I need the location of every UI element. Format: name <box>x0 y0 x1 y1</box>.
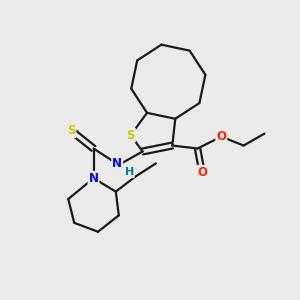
Text: H: H <box>124 167 134 177</box>
Text: O: O <box>197 166 207 179</box>
Text: S: S <box>67 124 76 137</box>
Text: N: N <box>88 172 98 185</box>
Text: N: N <box>112 157 122 170</box>
Text: O: O <box>216 130 226 143</box>
Text: S: S <box>126 129 135 142</box>
